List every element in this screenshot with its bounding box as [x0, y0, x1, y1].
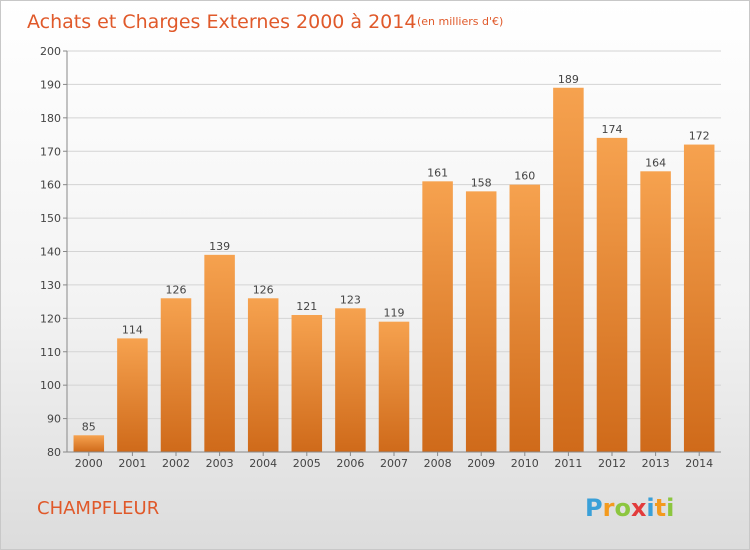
y-tick-label: 170: [40, 145, 61, 158]
x-tick-label: 2013: [642, 457, 670, 470]
x-tick-label: 2004: [249, 457, 277, 470]
value-label: 123: [340, 293, 361, 306]
x-tick-label: 2001: [118, 457, 146, 470]
bar: [247, 298, 279, 452]
value-label: 172: [689, 130, 710, 143]
value-label: 164: [645, 156, 666, 169]
x-tick-label: 2007: [380, 457, 408, 470]
y-tick-label: 150: [40, 212, 61, 225]
x-tick-label: 2000: [75, 457, 103, 470]
value-label: 160: [514, 170, 535, 183]
y-tick-label: 200: [40, 45, 61, 58]
logo-letter: i: [646, 494, 654, 522]
y-tick-label: 130: [40, 279, 61, 292]
value-label: 174: [602, 123, 623, 136]
logo-letter: t: [655, 494, 666, 522]
logo-letter: P: [585, 494, 603, 522]
y-axis-ticks: 80 90 100 110 120 130 140 150 160 170 180 190 200: [40, 45, 67, 459]
bar: [553, 87, 584, 452]
bar: [160, 298, 192, 452]
logo-letter: o: [614, 494, 631, 522]
y-tick-label: 140: [40, 246, 61, 259]
value-label: 114: [122, 323, 143, 336]
value-label: 126: [253, 283, 274, 296]
bar: [422, 181, 453, 452]
x-tick-label: 2011: [554, 457, 582, 470]
value-label: 119: [384, 307, 405, 320]
x-tick-label: 2014: [685, 457, 713, 470]
x-tick-label: 2005: [293, 457, 321, 470]
y-tick-label: 80: [47, 446, 61, 459]
chart-title: Achats et Charges Externes 2000 à 2014: [27, 11, 416, 33]
value-label: 85: [82, 420, 96, 433]
bar: [465, 191, 497, 452]
y-tick-label: 100: [40, 379, 61, 392]
y-tick-label: 90: [47, 413, 61, 426]
value-label: 126: [166, 283, 187, 296]
value-label: 121: [296, 300, 317, 313]
y-tick-label: 110: [40, 346, 61, 359]
x-tick-label: 2012: [598, 457, 626, 470]
y-tick-label: 120: [40, 312, 61, 325]
bar: [117, 338, 148, 452]
bar: [683, 144, 715, 453]
logo-letter: x: [631, 494, 647, 522]
logo-letter: i: [666, 494, 674, 522]
y-tick-label: 160: [40, 179, 61, 192]
x-axis-ticks: 2000 2001 2002 2003 2004 2005 2006 2007 2008 2009…: [75, 452, 713, 470]
bar: [73, 435, 105, 452]
value-label: 189: [558, 73, 579, 86]
bar: [291, 314, 323, 452]
bars: [73, 87, 715, 453]
bar: [509, 184, 541, 452]
x-tick-label: 2010: [511, 457, 539, 470]
x-tick-label: 2008: [424, 457, 452, 470]
y-tick-label: 180: [40, 112, 61, 125]
value-label: 158: [471, 176, 492, 189]
bar: [378, 321, 410, 452]
axes: [66, 51, 721, 453]
value-label: 139: [209, 240, 230, 253]
value-label: 161: [427, 166, 448, 179]
x-tick-label: 2003: [206, 457, 234, 470]
x-tick-label: 2002: [162, 457, 190, 470]
logo-letter: r: [603, 494, 615, 522]
commune-name: CHAMPFLEUR: [37, 498, 159, 519]
bar: [204, 254, 235, 452]
y-tick-label: 190: [40, 78, 61, 91]
bar: [596, 137, 628, 452]
unit-label: (en milliers d'€): [417, 15, 503, 28]
bar: [335, 308, 366, 452]
proxiti-logo: Proxiti: [585, 494, 674, 522]
bar: [640, 171, 671, 453]
value-labels: 85 114 126 139 126 121 123 119 161 158 160 189 174 16…: [82, 73, 710, 434]
x-tick-label: 2009: [467, 457, 495, 470]
x-tick-label: 2006: [336, 457, 364, 470]
